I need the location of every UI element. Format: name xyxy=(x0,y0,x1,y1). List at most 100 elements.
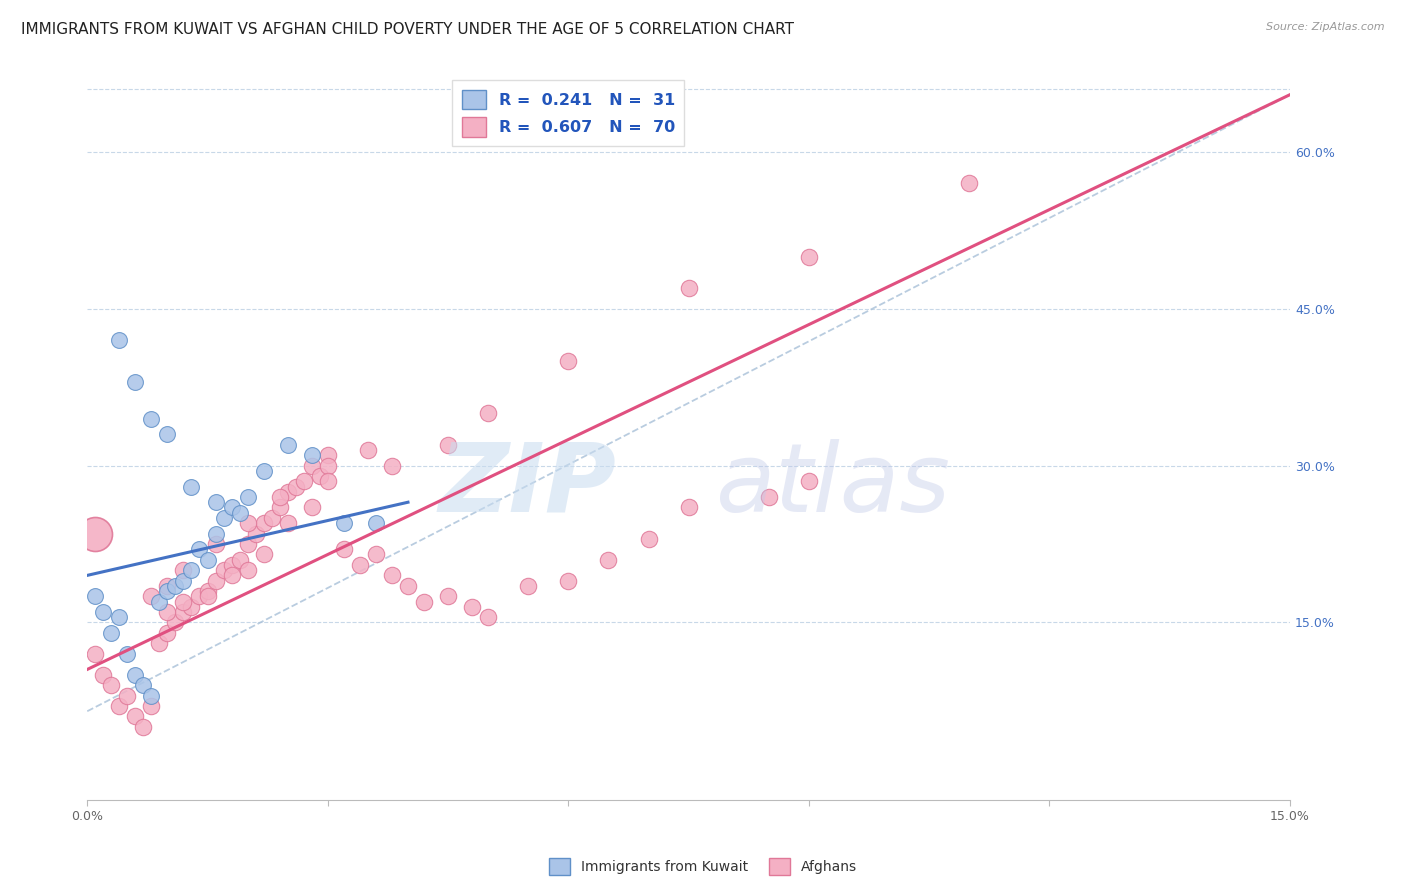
Point xyxy=(316,475,339,489)
Point xyxy=(165,615,187,630)
Point xyxy=(108,610,131,624)
Point xyxy=(228,552,250,566)
Point xyxy=(180,599,202,614)
Point xyxy=(228,506,250,520)
Text: atlas: atlas xyxy=(716,439,950,532)
Point xyxy=(84,589,107,603)
Point xyxy=(91,667,114,681)
Point xyxy=(108,698,131,713)
Point xyxy=(598,552,620,566)
Point xyxy=(188,542,211,557)
Point xyxy=(253,464,276,478)
Legend: R =  0.241   N =  31, R =  0.607   N =  70: R = 0.241 N = 31, R = 0.607 N = 70 xyxy=(453,80,685,146)
Point xyxy=(797,475,820,489)
Point xyxy=(221,558,243,572)
Point xyxy=(221,568,243,582)
Point xyxy=(156,579,179,593)
Point xyxy=(180,563,202,577)
Point xyxy=(678,281,700,295)
Point xyxy=(301,500,323,515)
Point xyxy=(269,500,291,515)
Point xyxy=(437,438,460,452)
Point xyxy=(364,516,387,530)
Point xyxy=(141,689,163,703)
Point xyxy=(637,532,659,546)
Point xyxy=(148,636,170,650)
Point xyxy=(236,537,259,551)
Point xyxy=(333,542,356,557)
Point xyxy=(277,484,299,499)
Point xyxy=(758,490,780,504)
Point xyxy=(212,563,235,577)
Point xyxy=(301,458,323,473)
Point xyxy=(253,516,276,530)
Point xyxy=(284,479,307,493)
Point xyxy=(381,568,404,582)
Point xyxy=(100,678,122,692)
Point xyxy=(172,594,194,608)
Point xyxy=(172,574,194,588)
Point xyxy=(413,594,436,608)
Point xyxy=(117,689,139,703)
Point xyxy=(477,406,499,420)
Point xyxy=(165,579,187,593)
Point xyxy=(84,647,107,661)
Point xyxy=(333,516,356,530)
Point xyxy=(396,579,419,593)
Point xyxy=(236,516,259,530)
Point xyxy=(517,579,540,593)
Point xyxy=(557,354,579,368)
Point xyxy=(204,495,226,509)
Point xyxy=(172,605,194,619)
Point xyxy=(381,458,404,473)
Point xyxy=(156,625,179,640)
Point xyxy=(197,589,219,603)
Point xyxy=(197,584,219,599)
Point xyxy=(253,548,276,562)
Point xyxy=(84,526,107,541)
Point xyxy=(957,177,980,191)
Point xyxy=(124,375,146,389)
Point xyxy=(91,605,114,619)
Point xyxy=(141,411,163,425)
Point xyxy=(180,479,202,493)
Point xyxy=(236,563,259,577)
Point xyxy=(148,594,170,608)
Point xyxy=(316,458,339,473)
Point xyxy=(357,442,380,457)
Point xyxy=(132,678,155,692)
Point xyxy=(364,548,387,562)
Point xyxy=(269,490,291,504)
Point xyxy=(308,469,330,483)
Point xyxy=(100,625,122,640)
Point xyxy=(141,698,163,713)
Point xyxy=(797,250,820,264)
Point xyxy=(461,599,484,614)
Point xyxy=(141,589,163,603)
Point xyxy=(245,526,267,541)
Point xyxy=(108,333,131,347)
Point xyxy=(437,589,460,603)
Point xyxy=(301,448,323,462)
Point xyxy=(188,589,211,603)
Point xyxy=(204,526,226,541)
Point xyxy=(117,647,139,661)
Point xyxy=(124,667,146,681)
Point xyxy=(124,709,146,723)
Point xyxy=(316,448,339,462)
Point xyxy=(292,475,315,489)
Point xyxy=(260,511,283,525)
Point xyxy=(212,511,235,525)
Text: Source: ZipAtlas.com: Source: ZipAtlas.com xyxy=(1267,22,1385,32)
Point xyxy=(477,610,499,624)
Text: IMMIGRANTS FROM KUWAIT VS AFGHAN CHILD POVERTY UNDER THE AGE OF 5 CORRELATION CH: IMMIGRANTS FROM KUWAIT VS AFGHAN CHILD P… xyxy=(21,22,794,37)
Point xyxy=(349,558,371,572)
Point xyxy=(678,500,700,515)
Point xyxy=(204,574,226,588)
Text: ZIP: ZIP xyxy=(439,439,616,532)
Point xyxy=(156,584,179,599)
Point xyxy=(557,574,579,588)
Point xyxy=(132,720,155,734)
Point xyxy=(197,552,219,566)
Legend: Immigrants from Kuwait, Afghans: Immigrants from Kuwait, Afghans xyxy=(544,853,862,880)
